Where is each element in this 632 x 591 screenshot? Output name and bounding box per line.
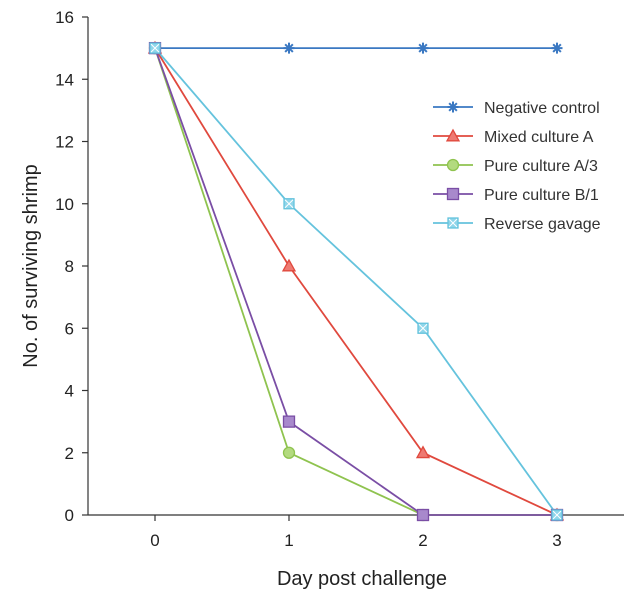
data-point-series-4-x2	[416, 508, 430, 522]
legend-label: Reverse gavage	[484, 216, 601, 233]
data-point-series-4-x1	[282, 415, 296, 428]
x-tick-label: 3	[552, 531, 561, 550]
data-point-series-5-x3	[551, 509, 563, 521]
y-ticks: 0 2 4 6 8 10 12 14 16	[55, 8, 88, 525]
y-tick-label: 4	[65, 382, 74, 401]
legend-label: Pure culture A/3	[484, 158, 598, 175]
series-line-4	[154, 47, 557, 516]
legend-marker	[447, 217, 459, 229]
data-point-series-1-x3	[551, 42, 563, 54]
y-tick-label: 2	[65, 444, 74, 463]
legend-marker	[446, 187, 460, 201]
y-tick-label: 8	[65, 257, 74, 276]
data-point-series-5-x2	[417, 322, 429, 334]
data-point-series-5-x0	[149, 42, 161, 54]
legend-entry-2: Mixed culture A	[433, 128, 594, 146]
legend-marker	[445, 128, 461, 142]
data-point-series-1-x2	[417, 42, 429, 54]
legend-entry-4: Pure culture B/1	[433, 187, 599, 204]
x-tick-label: 1	[284, 531, 293, 550]
data-point-series-3-x1	[282, 446, 296, 459]
legend-marker	[446, 158, 460, 172]
legend-label: Mixed culture A	[484, 129, 594, 146]
legend-label: Pure culture B/1	[484, 187, 599, 204]
data-point-series-2-x2	[415, 445, 431, 459]
legend-entry-3: Pure culture A/3	[433, 158, 598, 175]
legend-entry-5: Reverse gavage	[433, 216, 601, 233]
series-group	[147, 40, 565, 522]
y-tick-label: 10	[55, 195, 74, 214]
y-tick-label: 12	[55, 133, 74, 152]
data-point-series-1-x1	[283, 42, 295, 54]
series-line-5	[154, 47, 558, 516]
data-point-series-5-x1	[283, 198, 295, 210]
y-tick-label: 0	[65, 506, 74, 525]
x-tick-label: 2	[418, 531, 427, 550]
legend-label: Negative control	[484, 100, 600, 117]
data-point-series-2-x1	[281, 258, 297, 272]
y-tick-label: 16	[55, 8, 74, 27]
x-ticks: 0 1 2 3	[150, 515, 562, 550]
legend: Negative control Mixed culture A Pure cult…	[433, 100, 601, 233]
x-tick-label: 0	[150, 531, 159, 550]
y-tick-label: 14	[55, 70, 74, 89]
legend-marker	[447, 101, 459, 113]
y-axis-title: No. of surviving shrimp	[20, 164, 42, 367]
legend-entry-1: Negative control	[433, 100, 600, 117]
x-axis-title: Day post challenge	[277, 568, 447, 590]
series-line-2	[154, 47, 558, 516]
y-tick-label: 6	[65, 319, 74, 338]
